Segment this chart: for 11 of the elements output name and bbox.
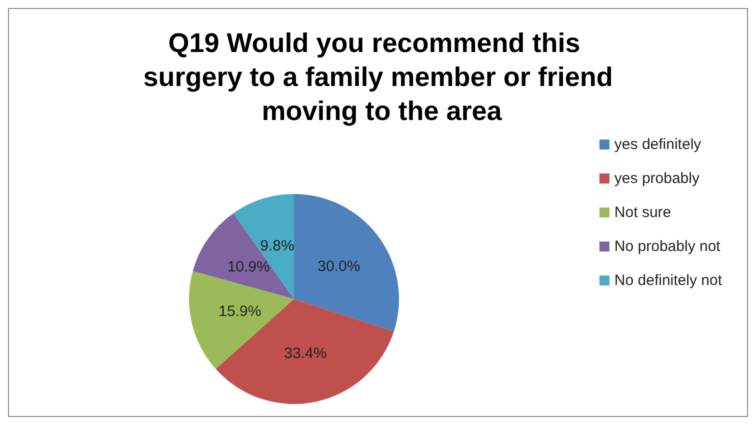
data-label: 30.0% — [318, 258, 360, 275]
chart-title: Q19 Would you recommend this surgery to a family member or friend moving to the area — [143, 28, 613, 126]
data-label: 15.9% — [218, 303, 262, 320]
legend-label: No definitely not — [614, 272, 723, 289]
legend-label: yes probably — [614, 170, 700, 187]
data-label: 9.8% — [260, 238, 294, 255]
legend-label: Not sure — [614, 204, 672, 221]
data-label: 10.9% — [227, 258, 270, 276]
legend-label: yes definitely — [614, 136, 702, 153]
legend-label: No probably not — [614, 238, 722, 255]
data-label: 33.4% — [284, 344, 327, 362]
